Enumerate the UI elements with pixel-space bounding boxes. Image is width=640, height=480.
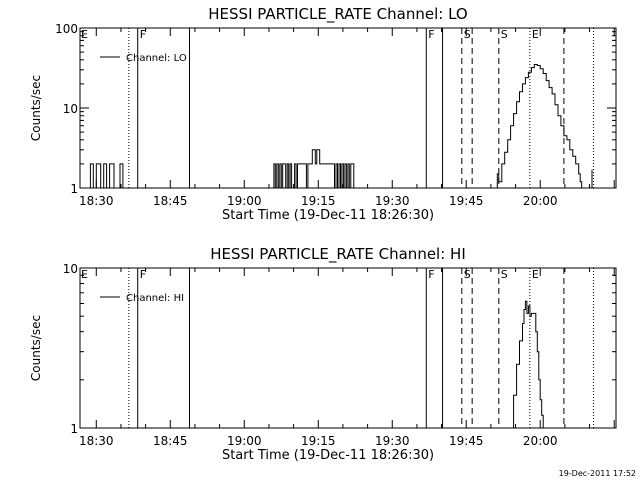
x-tick-label: 19:00: [227, 434, 262, 448]
event-label: F: [428, 28, 434, 41]
event-label: E: [532, 268, 539, 281]
chart-title: HESSI PARTICLE_RATE Channel: HI: [210, 245, 466, 264]
event-label: F: [140, 268, 146, 281]
series-line-segment: [494, 64, 584, 189]
series-line-segment: [590, 169, 593, 189]
legend-label: Channel: LO: [126, 53, 187, 64]
chart-panel-0: HESSI PARTICLE_RATE Channel: LO 18:30 18:4…: [29, 5, 617, 223]
x-tick-label: 19:00: [227, 194, 262, 208]
event-label: F: [140, 28, 146, 41]
x-tick-label: 18:45: [153, 434, 188, 448]
event-label: S: [501, 28, 508, 41]
plot-frame: [79, 267, 617, 429]
x-tick-label: 20:00: [523, 434, 558, 448]
x-tick-label: 19:45: [449, 434, 484, 448]
y-tick-label: 1: [70, 422, 78, 436]
y-tick-label: 10: [63, 102, 78, 116]
corner-event-label: E: [81, 28, 88, 41]
x-tick-label: 20:00: [523, 194, 558, 208]
chart-title: HESSI PARTICLE_RATE Channel: LO: [208, 5, 467, 24]
x-axis-label: Start Time (19-Dec-11 18:26:30): [222, 208, 434, 223]
corner-event-label: E: [81, 268, 88, 281]
x-tick-label: 19:30: [375, 434, 410, 448]
event-label: E: [532, 28, 539, 41]
x-axis-label: Start Time (19-Dec-11 18:26:30): [222, 448, 434, 463]
x-tick-label: 19:15: [301, 434, 336, 448]
y-tick-label: 100: [55, 22, 78, 36]
series-line-segment: [84, 163, 125, 189]
legend-label: Channel: HI: [126, 293, 184, 304]
chart-panel-1: HESSI PARTICLE_RATE Channel: HI 18:30 18:4…: [29, 245, 617, 463]
x-tick-label: 18:30: [79, 434, 114, 448]
x-tick-label: 18:45: [153, 194, 188, 208]
footer-timestamp: 19-Dec-2011 17:52: [559, 469, 636, 478]
series-line-segment: [272, 149, 355, 189]
x-tick-label: 18:30: [79, 194, 114, 208]
x-tick-label: 19:15: [301, 194, 336, 208]
event-label: S: [464, 268, 471, 281]
x-tick-label: 19:30: [375, 194, 410, 208]
series-line-segment: [510, 300, 544, 429]
event-label: S: [501, 268, 508, 281]
event-label: F: [428, 268, 434, 281]
event-label: S: [464, 28, 471, 41]
y-axis-label: Counts/sec: [29, 315, 43, 381]
y-tick-label: 10: [63, 262, 78, 276]
y-tick-label: 1: [70, 182, 78, 196]
x-tick-label: 19:45: [449, 194, 484, 208]
y-axis-label: Counts/sec: [29, 75, 43, 141]
